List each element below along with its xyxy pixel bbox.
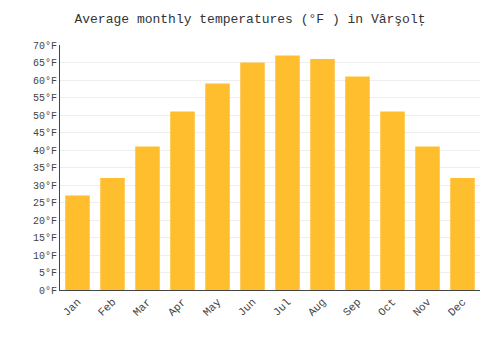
svg-text:Jul: Jul [271,296,293,318]
svg-text:65°F: 65°F [33,58,57,69]
svg-text:55°F: 55°F [33,93,57,104]
svg-text:15°F: 15°F [33,233,57,244]
svg-text:May: May [201,296,224,319]
svg-text:Oct: Oct [376,296,398,318]
svg-text:25°F: 25°F [33,198,57,209]
svg-text:0°F: 0°F [39,286,57,297]
svg-text:50°F: 50°F [33,111,57,122]
svg-text:20°F: 20°F [33,216,57,227]
svg-text:45°F: 45°F [33,128,57,139]
svg-text:Jan: Jan [61,296,83,318]
svg-text:30°F: 30°F [33,181,57,192]
svg-text:Mar: Mar [131,296,153,318]
svg-text:35°F: 35°F [33,163,57,174]
svg-text:60°F: 60°F [33,76,57,87]
svg-text:Dec: Dec [446,296,468,318]
svg-text:Feb: Feb [96,296,118,318]
svg-text:Sep: Sep [341,296,363,318]
svg-text:Average monthly temperatures (: Average monthly temperatures (°F ) in Vâ… [74,12,425,27]
svg-text:10°F: 10°F [33,251,57,262]
svg-text:Apr: Apr [166,296,188,318]
svg-text:70°F: 70°F [33,41,57,52]
svg-text:5°F: 5°F [39,268,57,279]
svg-text:Jun: Jun [236,296,258,318]
svg-text:Aug: Aug [306,296,328,318]
svg-text:40°F: 40°F [33,146,57,157]
svg-text:Nov: Nov [411,296,434,319]
